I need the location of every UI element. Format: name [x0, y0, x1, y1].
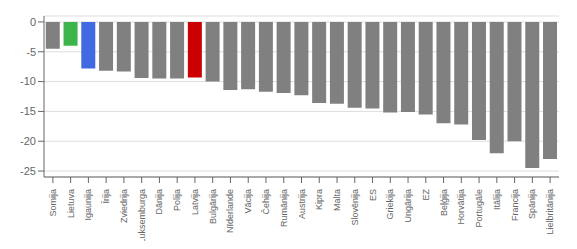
svg-text:Somija: Somija	[48, 189, 58, 217]
svg-text:Zviedrija: Zviedrija	[119, 189, 129, 223]
svg-text:Francija: Francija	[510, 189, 520, 221]
svg-text:Bulgārija: Bulgārija	[208, 189, 218, 224]
svg-text:-5: -5	[26, 46, 36, 58]
svg-text:Itālija: Itālija	[492, 189, 502, 210]
svg-text:-20: -20	[20, 135, 36, 147]
svg-text:Latvija: Latvija	[190, 189, 200, 215]
svg-text:-15: -15	[20, 105, 36, 117]
svg-text:Beļģija: Beļģija	[439, 189, 449, 216]
svg-text:Lielbritānija: Lielbritānija	[545, 189, 555, 235]
svg-text:Slovēnija: Slovēnija	[350, 189, 360, 226]
svg-text:-10: -10	[20, 75, 36, 87]
svg-text:Čehija: Čehija	[261, 189, 271, 215]
svg-text:Rumānija: Rumānija	[279, 189, 289, 227]
svg-text:-25: -25	[20, 165, 36, 177]
svg-text:Polija: Polija	[172, 189, 182, 211]
svg-text:Ungārija: Ungārija	[403, 189, 413, 223]
svg-text:Griekija: Griekija	[385, 189, 395, 220]
svg-text:Luksemburga: Luksemburga	[137, 189, 147, 241]
svg-text:Lietuva: Lietuva	[66, 189, 76, 218]
svg-text:Austrija: Austrija	[297, 189, 307, 219]
svg-text:EZ: EZ	[421, 189, 431, 201]
svg-text:Dānija: Dānija	[154, 189, 164, 215]
svg-text:Nīderlande: Nīderlande	[225, 189, 235, 233]
svg-text:Igaunija: Igaunija	[83, 189, 93, 221]
svg-text:Vācija: Vācija	[243, 189, 253, 214]
svg-text:Portugāle: Portugāle	[474, 189, 484, 228]
svg-text:Malta: Malta	[332, 189, 342, 211]
svg-text:0: 0	[30, 16, 36, 28]
svg-text:Īrija: Īrija	[101, 189, 111, 204]
svg-text:ES: ES	[368, 189, 378, 201]
svg-text:Kipra: Kipra	[314, 189, 324, 210]
svg-text:Spānija: Spānija	[527, 189, 537, 219]
svg-text:Horvātija: Horvātija	[456, 189, 466, 225]
